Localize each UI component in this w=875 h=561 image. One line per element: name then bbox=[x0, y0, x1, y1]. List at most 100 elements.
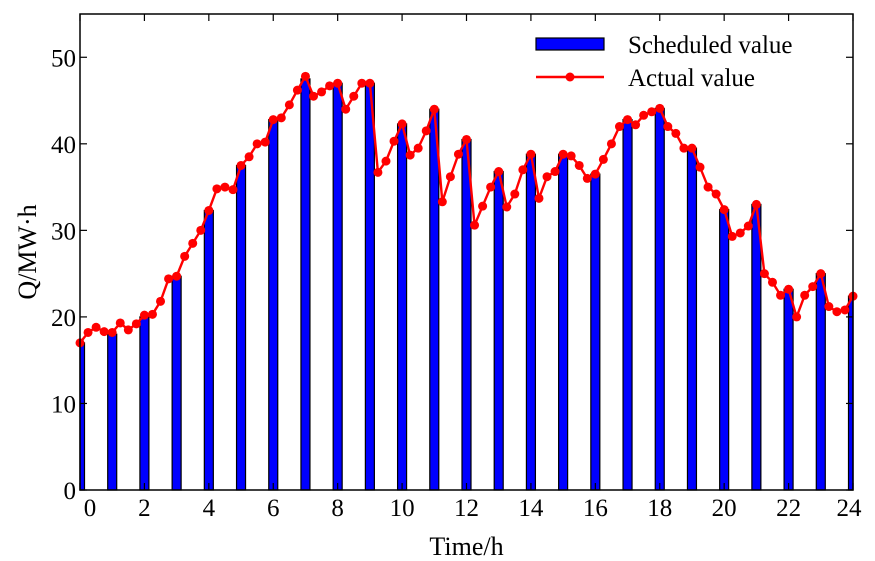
actual-point-10.25 bbox=[405, 150, 415, 160]
actual-point-3.5 bbox=[188, 238, 198, 248]
actual-point-1.25 bbox=[115, 318, 125, 328]
actual-point-22.75 bbox=[808, 282, 818, 292]
actual-point-4.5 bbox=[220, 182, 230, 192]
actual-point-23.25 bbox=[824, 302, 834, 312]
bar-11 bbox=[429, 108, 440, 491]
line-series bbox=[75, 71, 858, 348]
bar-18 bbox=[654, 107, 665, 491]
legend-swatch-scheduled bbox=[535, 37, 605, 51]
legend-marker-actual bbox=[565, 72, 575, 82]
actual-point-16.5 bbox=[606, 139, 616, 149]
actual-point-22.25 bbox=[792, 312, 802, 322]
actual-point-22 bbox=[784, 284, 794, 294]
x-tick-label: 8 bbox=[331, 495, 344, 522]
actual-point-20.75 bbox=[743, 221, 753, 231]
bar-3 bbox=[171, 275, 182, 491]
y-axis-label: Q/MW·h bbox=[13, 204, 42, 299]
x-tick-label: 20 bbox=[712, 495, 737, 522]
actual-point-2.75 bbox=[164, 274, 174, 284]
actual-point-5.75 bbox=[260, 137, 270, 147]
actual-point-8 bbox=[333, 78, 343, 88]
actual-point-20 bbox=[719, 205, 729, 215]
actual-point-11.5 bbox=[445, 172, 455, 182]
actual-point-12.5 bbox=[478, 201, 488, 211]
x-tick-label: 16 bbox=[583, 495, 608, 522]
actual-point-21.75 bbox=[776, 290, 786, 300]
legend-label-actual: Actual value bbox=[628, 65, 755, 92]
bar-21 bbox=[751, 203, 762, 491]
y-tick-label: 10 bbox=[51, 391, 76, 418]
actual-point-18.75 bbox=[679, 143, 689, 153]
bar-13 bbox=[493, 170, 504, 491]
actual-point-21 bbox=[751, 199, 761, 209]
actual-point-2 bbox=[139, 310, 149, 320]
x-tick-label: 6 bbox=[267, 495, 280, 522]
actual-point-14.75 bbox=[550, 167, 560, 177]
actual-point-4.75 bbox=[228, 185, 238, 195]
bar-19 bbox=[686, 147, 698, 491]
bar-16 bbox=[590, 173, 601, 491]
actual-point-10.75 bbox=[421, 126, 431, 136]
bar-17 bbox=[622, 118, 633, 491]
actual-point-14.25 bbox=[534, 193, 544, 203]
actual-point-13 bbox=[494, 167, 504, 177]
bar-22 bbox=[783, 288, 794, 491]
actual-point-11 bbox=[429, 104, 439, 114]
y-tick-label: 30 bbox=[51, 218, 76, 245]
bar-20 bbox=[719, 208, 730, 491]
actual-point-14.5 bbox=[542, 172, 552, 182]
legend: Scheduled value Actual value bbox=[535, 32, 793, 92]
actual-point-17.5 bbox=[639, 110, 649, 120]
actual-point-11.75 bbox=[453, 149, 463, 159]
bar-6 bbox=[268, 118, 279, 491]
actual-point-9 bbox=[365, 78, 375, 88]
x-tick-label: 12 bbox=[454, 495, 479, 522]
x-axis-label: Time/h bbox=[429, 532, 503, 561]
actual-point-21.25 bbox=[759, 269, 769, 279]
actual-point-15 bbox=[558, 149, 568, 159]
actual-point-10.5 bbox=[413, 143, 423, 153]
actual-point-7.75 bbox=[325, 81, 335, 91]
actual-point-5.25 bbox=[244, 152, 254, 162]
actual-point-19.75 bbox=[711, 189, 721, 199]
bar-10 bbox=[396, 123, 408, 491]
actual-point-3 bbox=[172, 271, 182, 281]
actual-point-16 bbox=[590, 169, 600, 179]
actual-point-1.5 bbox=[123, 325, 133, 335]
x-tick-label: 4 bbox=[203, 495, 216, 522]
x-tick-label: 18 bbox=[647, 495, 672, 522]
actual-point-14 bbox=[526, 149, 536, 159]
actual-point-17.75 bbox=[647, 107, 657, 117]
actual-point-16.75 bbox=[614, 122, 624, 132]
actual-point-15.25 bbox=[566, 151, 576, 161]
actual-point-18 bbox=[655, 103, 665, 113]
y-tick-label: 0 bbox=[64, 478, 77, 505]
bar-7 bbox=[300, 78, 311, 491]
actual-point-6.25 bbox=[276, 113, 286, 123]
actual-point-9.5 bbox=[381, 156, 391, 166]
actual-point-19.5 bbox=[703, 182, 713, 192]
y-tick-label: 20 bbox=[51, 305, 76, 332]
actual-point-6.75 bbox=[292, 85, 302, 95]
actual-point-7 bbox=[300, 71, 310, 81]
actual-point-16.25 bbox=[598, 154, 608, 164]
actual-point-8.75 bbox=[357, 78, 367, 88]
actual-point-23.5 bbox=[832, 307, 842, 317]
actual-point-7.5 bbox=[317, 87, 327, 97]
actual-point-9.75 bbox=[389, 136, 399, 146]
bar-5 bbox=[235, 164, 247, 491]
actual-point-12 bbox=[462, 134, 471, 144]
actual-point-7.25 bbox=[309, 91, 319, 101]
actual-point-5 bbox=[236, 160, 246, 170]
actual-point-21.5 bbox=[767, 277, 777, 287]
actual-point-1 bbox=[107, 327, 117, 337]
actual-point-12.75 bbox=[486, 182, 496, 192]
actual-point-22.5 bbox=[800, 290, 810, 300]
actual-point-12.25 bbox=[470, 220, 480, 230]
actual-point-5.5 bbox=[252, 139, 262, 149]
bar-1 bbox=[107, 333, 118, 491]
actual-point-11.25 bbox=[437, 197, 447, 207]
actual-point-4 bbox=[204, 205, 214, 215]
actual-point-2.5 bbox=[156, 296, 166, 306]
